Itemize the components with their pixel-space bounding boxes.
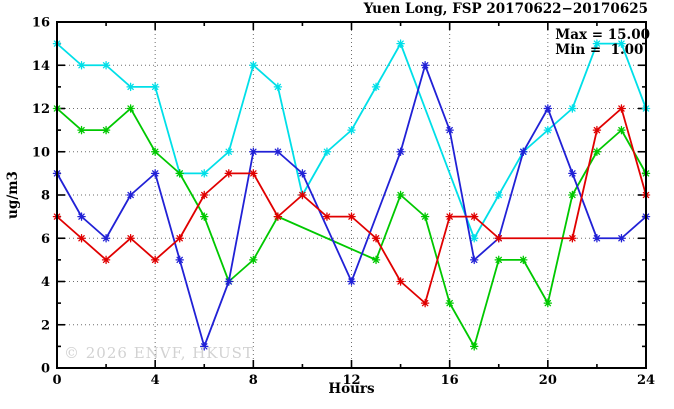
x-axis-label: Hours <box>328 381 375 397</box>
green-series-line <box>56 107 647 348</box>
x-tick-label: 12 <box>342 373 360 388</box>
y-tick-label: 10 <box>32 145 50 160</box>
watermark: © 2026 ENVF, HKUST <box>64 344 254 362</box>
x-tick-label: 20 <box>539 373 557 388</box>
legend-max-value: Max = 15.00 <box>555 27 650 43</box>
y-tick-label: 6 <box>41 232 50 247</box>
y-tick-label: 2 <box>41 318 50 333</box>
legend-min-value: Min = 1.00 <box>555 42 644 58</box>
x-tick-label: 8 <box>249 373 258 388</box>
red-series-markers <box>52 104 651 308</box>
cyan-series-line <box>56 42 647 240</box>
y-tick-label: 16 <box>32 16 50 31</box>
y-tick-label: 4 <box>41 275 50 290</box>
red-series-line <box>56 107 647 305</box>
blue-series-line <box>56 64 647 348</box>
y-tick-label: 0 <box>41 362 50 377</box>
y-axis-label: ug/m3 <box>5 171 21 219</box>
y-tick-label: 8 <box>41 189 50 204</box>
y-tick-label: 14 <box>32 59 50 74</box>
x-tick-label: 16 <box>441 373 459 388</box>
x-tick-label: 0 <box>52 373 61 388</box>
chart-title: Yuen Long, FSP 20170622−20170625 <box>363 1 648 17</box>
x-tick-label: 4 <box>151 373 160 388</box>
y-tick-label: 12 <box>32 102 50 117</box>
x-tick-label: 24 <box>637 373 655 388</box>
legend: Max = 15.00 Min = 1.00 <box>555 28 650 58</box>
